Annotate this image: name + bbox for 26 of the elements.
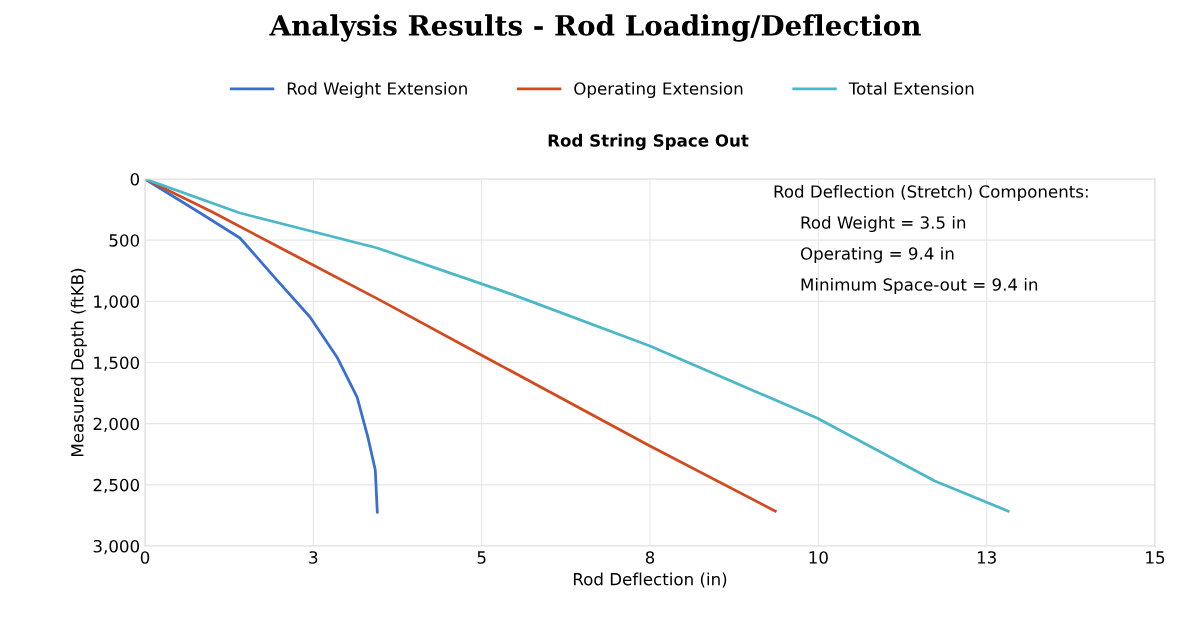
y-tick-label: 2,000	[93, 417, 140, 432]
x-tick-label: 5	[477, 551, 486, 564]
legend-label: Operating Extension	[574, 81, 743, 99]
y-tick-label: 500	[109, 234, 140, 247]
legend-label: Total Extension	[848, 81, 974, 95]
y-tick-label: 1,000	[94, 295, 140, 310]
chart-title: Analysis Results - Rod Loading/Deflection	[269, 14, 921, 42]
chart-subtitle: Rod String Space Out	[548, 133, 749, 151]
annotation: Operating = 9.4 in	[800, 246, 954, 264]
line-series	[145, 179, 379, 514]
y-tick-label: 2,500	[93, 478, 140, 494]
annotation: Rod Deflection (Stretch) Components:	[774, 184, 1088, 202]
x-axis-title: Rod Deflection (in)	[573, 572, 727, 588]
y-tick-label: 0	[130, 172, 140, 186]
x-tick-label: 8	[645, 551, 655, 564]
annotation: Rod Weight = 3.5 in	[801, 215, 966, 233]
annotation: Minimum Space-out = 9.4 in	[801, 277, 1038, 295]
y-tick-label: 3,000	[93, 539, 140, 555]
x-tick-label: 13	[977, 551, 996, 564]
x-tick-label: 3	[309, 551, 318, 564]
y-axis-title: Measured Depth (ftKB)	[70, 268, 87, 456]
y-tick-label: 1,500	[94, 356, 140, 371]
x-tick-label: 15	[1146, 551, 1165, 564]
legend-label: Rod Weight Extension	[287, 81, 467, 99]
x-tick-label: 10	[809, 551, 828, 564]
x-tick-label: 0	[140, 551, 150, 564]
